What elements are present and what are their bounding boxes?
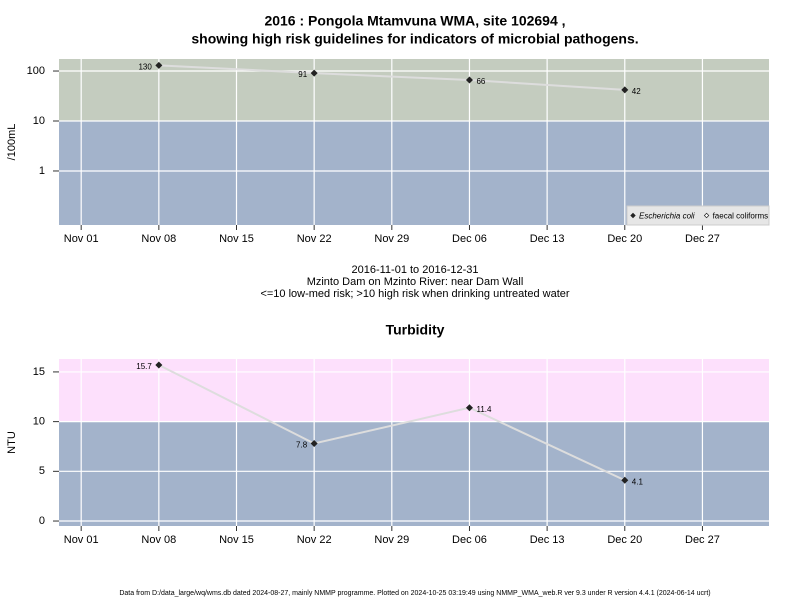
chart-title: Turbidity (386, 322, 445, 338)
y-tick-label: 15 (33, 366, 45, 378)
data-label: 130 (138, 62, 152, 71)
y-tick-label: 5 (39, 465, 45, 477)
y-axis-label: NTU (6, 431, 18, 454)
data-point (155, 61, 163, 69)
y-tick-label: 10 (33, 416, 45, 428)
data-point (310, 69, 318, 77)
high-risk-band (59, 359, 769, 422)
legend-box (626, 205, 770, 226)
x-tick-label: Nov 15 (219, 534, 254, 546)
data-label: 4.1 (632, 477, 644, 486)
subtitle: <=10 low-med risk; >10 high risk when dr… (260, 288, 569, 300)
y-tick-label: 0 (39, 515, 45, 527)
series-line (158, 364, 626, 482)
data-label: 91 (298, 70, 307, 79)
y-axis-label: /100mL (6, 124, 18, 161)
y-tick-label: 1 (39, 165, 45, 177)
series-line (158, 64, 625, 91)
x-tick-label: Dec 27 (685, 534, 720, 546)
x-tick-label: Dec 13 (530, 534, 565, 546)
footer: Data from D:/data_large/wq/wms.db dated … (119, 590, 710, 597)
legend-label: Escherichia coli (639, 212, 695, 221)
legend-label: faecal coliforms (713, 212, 769, 221)
chart-title: 2016 : Pongola Mtamvuna WMA, site 102694… (264, 13, 565, 29)
data-point (155, 361, 163, 369)
x-tick-label: Nov 29 (374, 534, 409, 546)
x-tick-label: Nov 22 (297, 233, 332, 245)
data-label: 66 (476, 77, 485, 86)
x-tick-label: Dec 13 (530, 233, 565, 245)
data-label: 42 (632, 87, 641, 96)
x-tick-label: Dec 20 (607, 233, 642, 245)
data-point (621, 476, 629, 484)
data-label: 11.4 (476, 405, 492, 414)
legend-marker (703, 212, 710, 219)
x-tick-label: Dec 20 (607, 534, 642, 546)
data-label: 7.8 (296, 441, 308, 450)
x-tick-label: Nov 29 (374, 233, 409, 245)
x-tick-label: Dec 27 (685, 233, 720, 245)
data-label: 15.7 (136, 362, 152, 371)
x-tick-label: Nov 01 (64, 534, 99, 546)
low-risk-band (59, 421, 769, 526)
x-tick-label: Nov 08 (141, 233, 176, 245)
subtitle: Mzinto Dam on Mzinto River: near Dam Wal… (307, 276, 524, 288)
x-tick-label: Nov 15 (219, 233, 254, 245)
high-risk-band (59, 59, 769, 121)
x-tick-label: Dec 06 (452, 534, 487, 546)
x-tick-label: Nov 08 (141, 534, 176, 546)
data-point (621, 86, 629, 94)
x-tick-label: Dec 06 (452, 233, 487, 245)
data-point (310, 439, 318, 447)
subtitle: 2016-11-01 to 2016-12-31 (351, 264, 478, 276)
y-tick-label: 100 (27, 65, 45, 77)
data-point (465, 404, 473, 412)
y-tick-label: 10 (33, 115, 45, 127)
x-tick-label: Nov 22 (297, 534, 332, 546)
legend-marker (630, 212, 636, 219)
chart-title: showing high risk guidelines for indicat… (191, 31, 638, 47)
x-tick-label: Nov 01 (64, 233, 99, 245)
data-point (465, 76, 473, 84)
